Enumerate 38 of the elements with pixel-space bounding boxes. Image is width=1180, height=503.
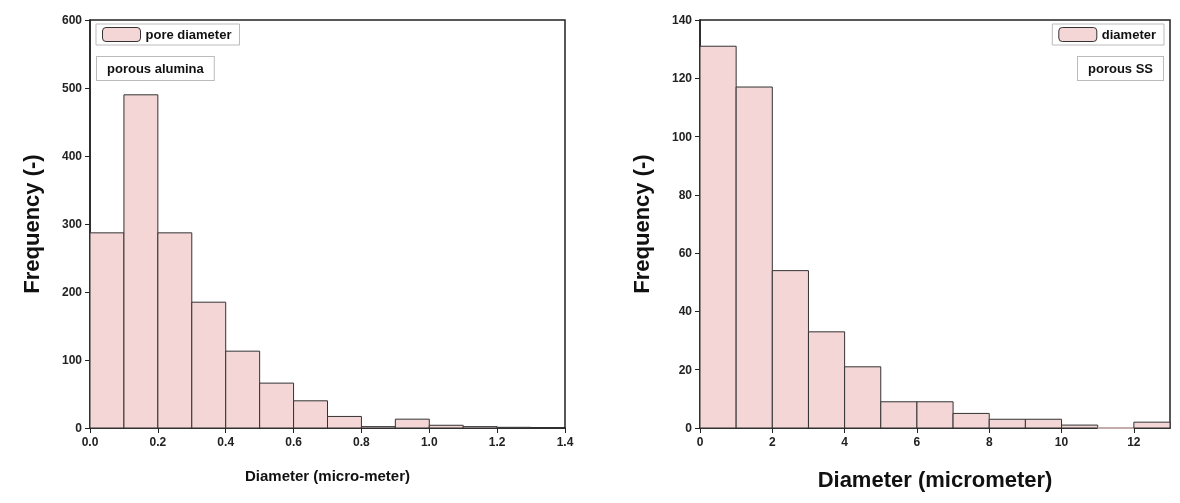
y-tick-label: 400 xyxy=(61,149,83,163)
y-tick-label: 40 xyxy=(678,304,693,319)
y-tick-label: 300 xyxy=(61,217,83,231)
x-tick-label: 0.2 xyxy=(149,435,167,449)
x-tick-label: 12 xyxy=(1127,435,1141,449)
x-tick-label: 1.4 xyxy=(556,435,574,449)
annotation: porous SS xyxy=(1087,61,1154,76)
annotation: porous alumina xyxy=(107,61,205,76)
y-tick-label: 60 xyxy=(678,246,693,261)
x-tick-label: 1.2 xyxy=(488,435,506,449)
legend-label: diameter xyxy=(1101,27,1157,42)
y-tick-label: 140 xyxy=(671,13,693,27)
y-axis-title: Frequency (-) xyxy=(18,154,44,294)
y-axis-title: Frequency (-) xyxy=(628,154,654,294)
legend-label: pore diameter xyxy=(145,27,232,42)
x-tick-label: 8 xyxy=(985,435,993,449)
x-tick-label: 0.8 xyxy=(353,435,371,449)
x-tick-label: 6 xyxy=(913,435,921,449)
x-axis-title: Diameter (micro-meter) xyxy=(244,467,411,484)
y-tick-label: 80 xyxy=(678,187,693,202)
y-tick-label: 20 xyxy=(678,362,693,377)
y-tick-label: 0 xyxy=(75,421,83,435)
x-axis-title: Diameter (micrometer) xyxy=(817,466,1053,492)
y-tick-label: 500 xyxy=(61,81,83,95)
y-tick-label: 120 xyxy=(671,71,693,86)
x-tick-label: 2 xyxy=(768,435,776,449)
x-tick-label: 1.0 xyxy=(420,435,438,449)
y-tick-label: 100 xyxy=(61,353,83,367)
y-tick-label: 100 xyxy=(671,129,693,144)
x-tick-label: 0 xyxy=(696,435,704,449)
x-tick-label: 4 xyxy=(841,435,849,449)
y-tick-label: 200 xyxy=(61,285,83,299)
y-tick-label: 0 xyxy=(685,421,693,435)
x-tick-label: 0.0 xyxy=(81,435,99,449)
x-tick-label: 0.6 xyxy=(285,435,303,449)
y-tick-label: 600 xyxy=(61,13,83,27)
x-tick-label: 0.4 xyxy=(217,435,235,449)
x-tick-label: 10 xyxy=(1054,435,1069,449)
